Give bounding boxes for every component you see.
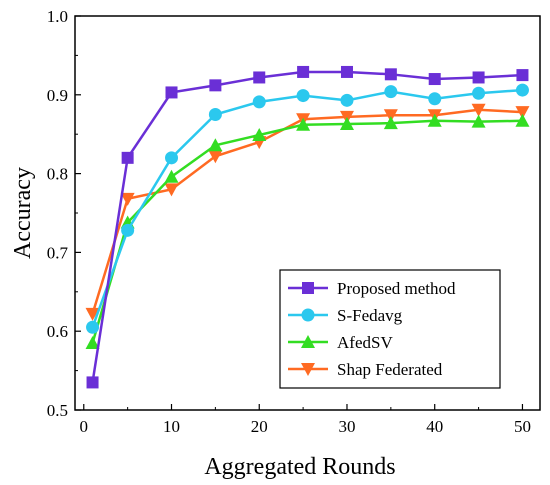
series-s-fedavg [86,83,529,334]
data-point [383,116,398,130]
data-point [472,86,486,100]
data-point [340,93,354,107]
data-point [165,151,179,165]
legend-item: S-Fedavg [288,306,403,325]
y-tick-label: 0.9 [47,86,68,105]
data-point [296,89,310,103]
data-point [121,223,135,237]
data-point [516,69,529,82]
data-point [383,109,398,123]
x-tick-label: 20 [251,417,268,436]
legend-label: S-Fedavg [337,306,403,325]
data-point [339,116,354,130]
legend-marker [301,308,315,322]
data-point [296,117,311,131]
data-point [515,106,530,120]
y-tick-label: 0.8 [47,165,68,184]
data-point [208,108,222,121]
legend: Proposed method S-Fedavg AfedSV Shap Federa… [279,269,501,389]
data-point [164,169,179,183]
x-tick-label: 30 [338,417,355,436]
data-point [86,320,100,334]
data-point [252,95,266,109]
y-axis-label: Accuracy [10,167,36,259]
axis-ticks: 0 10 20 30 40 50 0.5 0.6 0.7 0.8 0.9 1.0 [47,7,531,436]
data-point [471,103,486,117]
data-point [165,86,178,99]
data-point [340,65,353,78]
y-tick-label: 0.7 [47,243,69,262]
legend-item: AfedSV [288,333,393,352]
x-tick-label: 10 [163,417,180,436]
data-point [120,192,135,206]
data-point [253,71,266,84]
legend-marker [302,282,314,294]
data-point [472,71,485,84]
data-point [427,113,442,127]
data-point [471,114,486,128]
data-point [86,376,99,389]
series-layer [85,65,530,389]
data-point [121,151,134,164]
series-afedsv [85,113,530,350]
data-point [85,307,100,321]
y-tick-label: 0.6 [47,322,68,341]
data-point [515,83,529,97]
data-point [384,85,398,99]
y-tick-label: 0.5 [47,401,68,420]
legend-marker [301,363,315,376]
legend-label: Shap Federated [337,360,443,379]
legend-label: Proposed method [337,279,456,298]
legend-item: Proposed method [288,279,456,298]
data-point [515,113,530,127]
data-point [85,336,100,350]
data-point [208,138,223,152]
data-point [384,68,397,81]
data-point [208,150,223,164]
data-point [164,183,179,197]
x-tick-label: 0 [80,417,89,436]
series-proposed-method [86,65,529,389]
data-point [428,73,441,86]
legend-label: AfedSV [337,333,393,352]
legend-marker [301,335,315,348]
legend-item: Shap Federated [288,360,443,379]
x-tick-label: 40 [426,417,443,436]
x-tick-label: 50 [514,417,531,436]
data-point [209,79,222,92]
x-axis-label: Aggregated Rounds [204,454,395,480]
data-point [428,92,442,106]
data-point [297,65,310,78]
y-tick-label: 1.0 [47,7,68,26]
data-point [252,127,267,141]
